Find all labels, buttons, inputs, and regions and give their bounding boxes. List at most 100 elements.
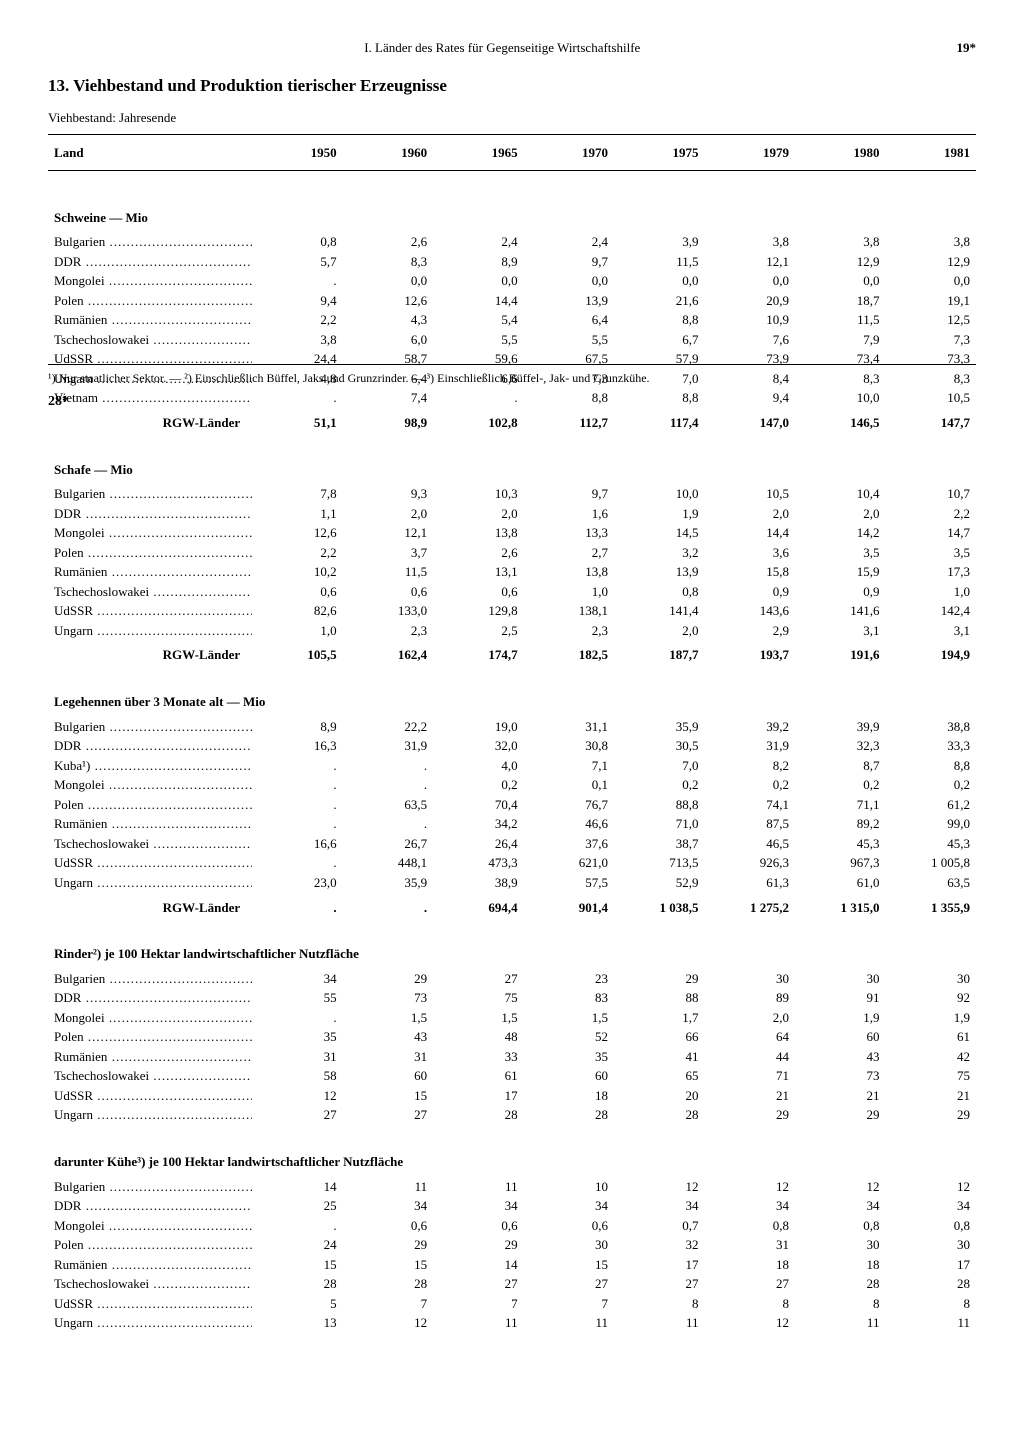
value-cell: 713,5 [614,853,704,873]
value-cell: 61 [433,1066,523,1086]
section-number: 13. [48,76,69,95]
value-cell: 7,8 [252,484,342,504]
country-name: Tschechoslowakei [48,1066,252,1086]
value-cell: 24 [252,1235,342,1255]
value-cell: 28 [433,1105,523,1125]
value-cell: 11 [343,1177,433,1197]
value-cell: 30 [795,969,885,989]
value-cell: 1,9 [885,1008,976,1028]
value-cell: 18 [795,1255,885,1275]
value-cell: 29 [433,1235,523,1255]
value-cell: 27 [614,1274,704,1294]
value-cell: 31,9 [705,736,795,756]
country-name: Rumänien [48,562,252,582]
table-row: Polen.63,570,476,788,874,171,161,2 [48,795,976,815]
value-cell: 9,7 [524,252,614,272]
value-cell: 11,5 [614,252,704,272]
value-cell: 7,0 [614,756,704,776]
value-cell: 52 [524,1027,614,1047]
value-cell: 22,2 [343,717,433,737]
total-value: 694,4 [433,893,523,918]
value-cell: 27 [433,1274,523,1294]
value-cell: 30,5 [614,736,704,756]
country-name: Polen [48,1235,252,1255]
value-cell: 60 [343,1066,433,1086]
country-name: UdSSR [48,1086,252,1106]
value-cell: 8,9 [433,252,523,272]
value-cell: 2,6 [433,543,523,563]
value-cell: 28 [885,1274,976,1294]
value-cell: 6,0 [343,330,433,350]
table-row: DDR5573758388899192 [48,988,976,1008]
value-cell: 2,0 [433,504,523,524]
total-row: RGW-Länder105,5162,4174,7182,5187,7193,7… [48,640,976,665]
value-cell: 10,3 [433,484,523,504]
value-cell: 34 [252,969,342,989]
value-cell: 19,0 [433,717,523,737]
value-cell: 38,7 [614,834,704,854]
value-cell: 1 005,8 [885,853,976,873]
value-cell: 9,7 [524,484,614,504]
value-cell: 7 [343,1294,433,1314]
value-cell: 21 [795,1086,885,1106]
page-number-top: 19* [957,40,977,56]
value-cell: 12 [252,1086,342,1106]
value-cell: 31,1 [524,717,614,737]
value-cell: 46,5 [705,834,795,854]
value-cell: 0,8 [795,1216,885,1236]
value-cell: 82,6 [252,601,342,621]
total-value: 51,1 [252,408,342,433]
value-cell: 26,7 [343,834,433,854]
value-cell: 64 [705,1027,795,1047]
table-row: Kuba¹)..4,07,17,08,28,78,8 [48,756,976,776]
total-value: 901,4 [524,893,614,918]
value-cell: 89 [705,988,795,1008]
value-cell: 29 [885,1105,976,1125]
value-cell: . [252,814,342,834]
value-cell: 88,8 [614,795,704,815]
value-cell: . [252,1008,342,1028]
value-cell: 91 [795,988,885,1008]
value-cell: 3,8 [795,232,885,252]
total-value: 174,7 [433,640,523,665]
country-name: DDR [48,504,252,524]
table-row: Bulgarien3429272329303030 [48,969,976,989]
table-row: Mongolei..0,20,10,20,20,20,2 [48,775,976,795]
value-cell: 38,9 [433,873,523,893]
value-cell: 2,3 [524,621,614,641]
value-cell: 0,8 [252,232,342,252]
value-cell: 2,5 [433,621,523,641]
value-cell: 12,1 [705,252,795,272]
value-cell: 0,0 [524,271,614,291]
value-cell: 18 [524,1086,614,1106]
value-cell: 32,0 [433,736,523,756]
value-cell: 3,5 [795,543,885,563]
value-cell: 28 [252,1274,342,1294]
value-cell: 15,9 [795,562,885,582]
table-row: Ungarn23,035,938,957,552,961,361,063,5 [48,873,976,893]
country-name: Bulgarien [48,484,252,504]
value-cell: 1,6 [524,504,614,524]
value-cell: 0,8 [885,1216,976,1236]
value-cell: 39,9 [795,717,885,737]
value-cell: 11 [433,1177,523,1197]
group-title: darunter Kühe³) je 100 Hektar landwirtsc… [48,1125,976,1177]
value-cell: 2,4 [433,232,523,252]
value-cell: 8,8 [614,310,704,330]
value-cell: 70,4 [433,795,523,815]
table-row: Polen2,23,72,62,73,23,63,53,5 [48,543,976,563]
table-row: Bulgarien0,82,62,42,43,93,83,83,8 [48,232,976,252]
country-name: DDR [48,736,252,756]
value-cell: 2,7 [524,543,614,563]
total-value: 191,6 [795,640,885,665]
value-cell: 10,5 [705,484,795,504]
total-value: 146,5 [795,408,885,433]
value-cell: 1,0 [252,621,342,641]
table-row: Mongolei12,612,113,813,314,514,414,214,7 [48,523,976,543]
value-cell: 39,2 [705,717,795,737]
country-name: Polen [48,1027,252,1047]
value-cell: . [252,775,342,795]
country-name: UdSSR [48,1294,252,1314]
value-cell: 1,7 [614,1008,704,1028]
value-cell: 20,9 [705,291,795,311]
